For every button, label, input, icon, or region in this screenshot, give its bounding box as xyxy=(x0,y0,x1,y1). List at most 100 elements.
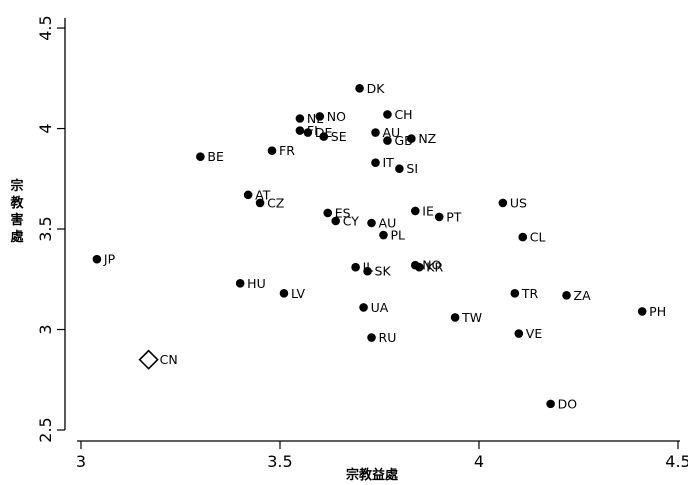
y-tick-label: 3.5 xyxy=(36,216,55,241)
data-point-za: ZA xyxy=(562,288,591,303)
data-point-tr: TR xyxy=(510,286,538,301)
point-label: IT xyxy=(383,155,395,170)
point-marker xyxy=(235,278,245,288)
data-point-no: NO xyxy=(315,109,346,124)
point-label: KR xyxy=(426,260,443,275)
point-label: AU xyxy=(383,125,401,140)
y-tick-label: 4.5 xyxy=(36,15,55,40)
data-point-nz: NZ xyxy=(407,131,436,146)
point-marker xyxy=(414,262,424,272)
point-marker xyxy=(295,114,305,123)
data-point-jp: JP xyxy=(92,252,116,267)
point-marker xyxy=(355,84,364,93)
y-axis-title: 宗教害處 xyxy=(9,178,24,245)
data-point-ua: UA xyxy=(359,300,389,315)
point-marker xyxy=(323,208,333,218)
point-marker xyxy=(514,329,524,338)
x-ticks: 3 3.5 4 4.5 xyxy=(76,441,688,471)
data-point-ie: IE xyxy=(411,203,434,218)
point-label: ES xyxy=(335,205,351,220)
point-label: VE xyxy=(526,326,543,341)
point-label: DK xyxy=(367,81,386,96)
point-marker xyxy=(359,303,368,312)
point-label: JP xyxy=(103,252,116,267)
data-point-do: DO xyxy=(546,396,577,411)
data-point-nl: NL xyxy=(295,111,323,126)
y-tick-label: 3 xyxy=(36,324,55,334)
point-label: IE xyxy=(422,203,434,218)
point-label: LV xyxy=(291,286,306,301)
point-label: NZ xyxy=(418,131,436,146)
data-point-ch: CH xyxy=(383,107,413,122)
data-point-sk: SK xyxy=(363,264,391,279)
point-marker xyxy=(319,132,329,141)
point-marker xyxy=(562,291,571,300)
x-tick-label: 4.5 xyxy=(665,452,688,471)
data-point-kr: KR xyxy=(414,260,443,275)
point-marker xyxy=(383,110,392,119)
point-label: NL xyxy=(307,111,323,126)
data-point-lv: LV xyxy=(279,286,306,301)
data-point-fi: FI xyxy=(295,123,318,138)
axes xyxy=(64,18,680,442)
point-label: RU xyxy=(379,330,397,345)
point-marker xyxy=(303,128,313,137)
point-label: CY xyxy=(343,213,360,228)
point-label: NO xyxy=(327,109,346,124)
point-label: UA xyxy=(371,300,389,315)
x-tick-label: 4 xyxy=(474,452,484,471)
point-marker xyxy=(363,266,372,276)
diamond-marker xyxy=(138,349,159,370)
point-marker xyxy=(546,399,555,409)
point-marker xyxy=(295,126,305,135)
point-label: CL xyxy=(530,230,546,245)
point-label: TW xyxy=(461,310,482,325)
point-marker xyxy=(92,254,102,264)
point-label: SK xyxy=(375,264,392,279)
data-point-be: BE xyxy=(196,149,224,164)
point-marker xyxy=(411,206,420,216)
point-label: DO xyxy=(558,396,578,411)
y-tick-label: 2.5 xyxy=(36,417,55,442)
point-label: NO xyxy=(422,258,441,273)
data-point-it: IT xyxy=(371,155,394,170)
point-label: BE xyxy=(207,149,224,164)
point-label: US xyxy=(510,195,527,210)
point-marker xyxy=(351,262,360,272)
point-marker xyxy=(367,333,376,342)
data-point-at: AT xyxy=(243,187,271,202)
data-point-cl: CL xyxy=(518,230,546,245)
point-label: SE xyxy=(331,129,347,144)
data-point-cz: CZ xyxy=(255,195,284,210)
point-label: SI xyxy=(406,161,418,176)
data-point-ru: RU xyxy=(367,330,396,345)
point-label: ZA xyxy=(574,288,592,303)
data-point-ph: PH xyxy=(637,304,666,319)
point-marker xyxy=(450,313,460,322)
data-point-se: SE xyxy=(319,129,347,144)
point-marker xyxy=(315,112,325,121)
data-point-si: SI xyxy=(395,161,418,176)
data-point-dk: DK xyxy=(355,81,385,96)
data-point-es: ES xyxy=(323,205,351,220)
point-marker xyxy=(379,230,388,240)
point-marker xyxy=(331,216,341,226)
point-marker xyxy=(510,289,520,298)
data-point-pl: PL xyxy=(379,228,405,243)
point-marker xyxy=(383,136,392,145)
point-marker xyxy=(367,218,376,228)
data-point-us: US xyxy=(498,195,527,210)
data-point-hu: HU xyxy=(235,276,266,291)
point-marker xyxy=(371,128,380,137)
data-points: DKNONLCHFIDEAUSEGBNZFRBEITSIATCZUSESIEPT… xyxy=(92,81,666,411)
point-marker xyxy=(637,307,647,316)
point-marker xyxy=(407,134,416,143)
y-ticks: 2.5 3 3.5 4 4.5 xyxy=(36,15,65,443)
point-label: FI xyxy=(307,123,318,138)
data-point-au: AU xyxy=(367,215,396,230)
point-marker xyxy=(395,164,404,174)
point-label: CH xyxy=(394,107,412,122)
point-marker xyxy=(518,232,528,242)
point-label: PL xyxy=(390,228,405,243)
x-axis-title: 宗教益處 xyxy=(346,467,399,483)
